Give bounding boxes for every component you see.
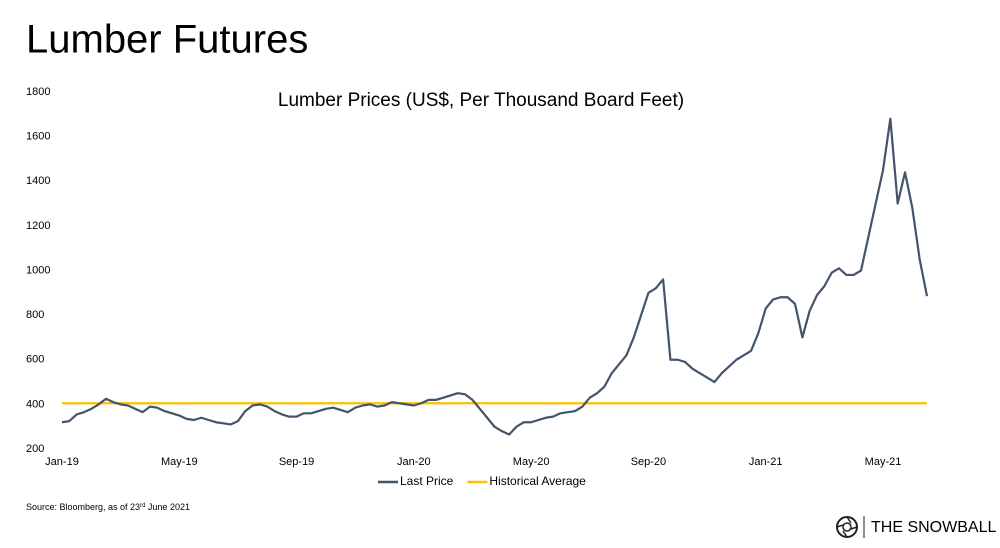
- y-tick-label: 1000: [26, 264, 50, 276]
- x-tick-label: Sep-20: [631, 456, 666, 468]
- x-tick-label: May-21: [865, 456, 902, 468]
- y-tick-label: 1600: [26, 131, 50, 143]
- x-tick-label: Jan-19: [45, 456, 79, 468]
- y-tick-label: 400: [26, 398, 44, 410]
- source-text: June 2021: [145, 502, 190, 512]
- slide-title: Lumber Futures: [26, 18, 308, 62]
- y-tick-label: 1200: [26, 220, 50, 232]
- chart-title: Lumber Prices (US$, Per Thousand Board F…: [278, 90, 684, 111]
- y-tick-label: 1800: [26, 86, 50, 98]
- y-tick-label: 600: [26, 354, 44, 366]
- y-tick-label: 1400: [26, 175, 50, 187]
- x-tick-label: Jan-20: [397, 456, 431, 468]
- x-tick-label: Jan-21: [749, 456, 783, 468]
- brand: THE SNOWBALL: [871, 519, 996, 536]
- legend-label: Historical Average: [489, 474, 586, 488]
- series-line: [61, 117, 929, 436]
- y-tick-label: 200: [26, 443, 44, 455]
- logo-icon: [836, 516, 858, 538]
- x-tick-label: May-19: [161, 456, 198, 468]
- source-text: Source: Bloomberg, as of 23: [26, 502, 140, 512]
- x-tick-label: Sep-19: [279, 456, 314, 468]
- source: Source: Bloomberg, as of 23rd June 2021: [26, 502, 190, 512]
- y-tick-label: 800: [26, 309, 44, 321]
- legend-label: Last Price: [400, 474, 454, 488]
- x-tick-label: May-20: [513, 456, 550, 468]
- source-sup: rd: [140, 503, 145, 509]
